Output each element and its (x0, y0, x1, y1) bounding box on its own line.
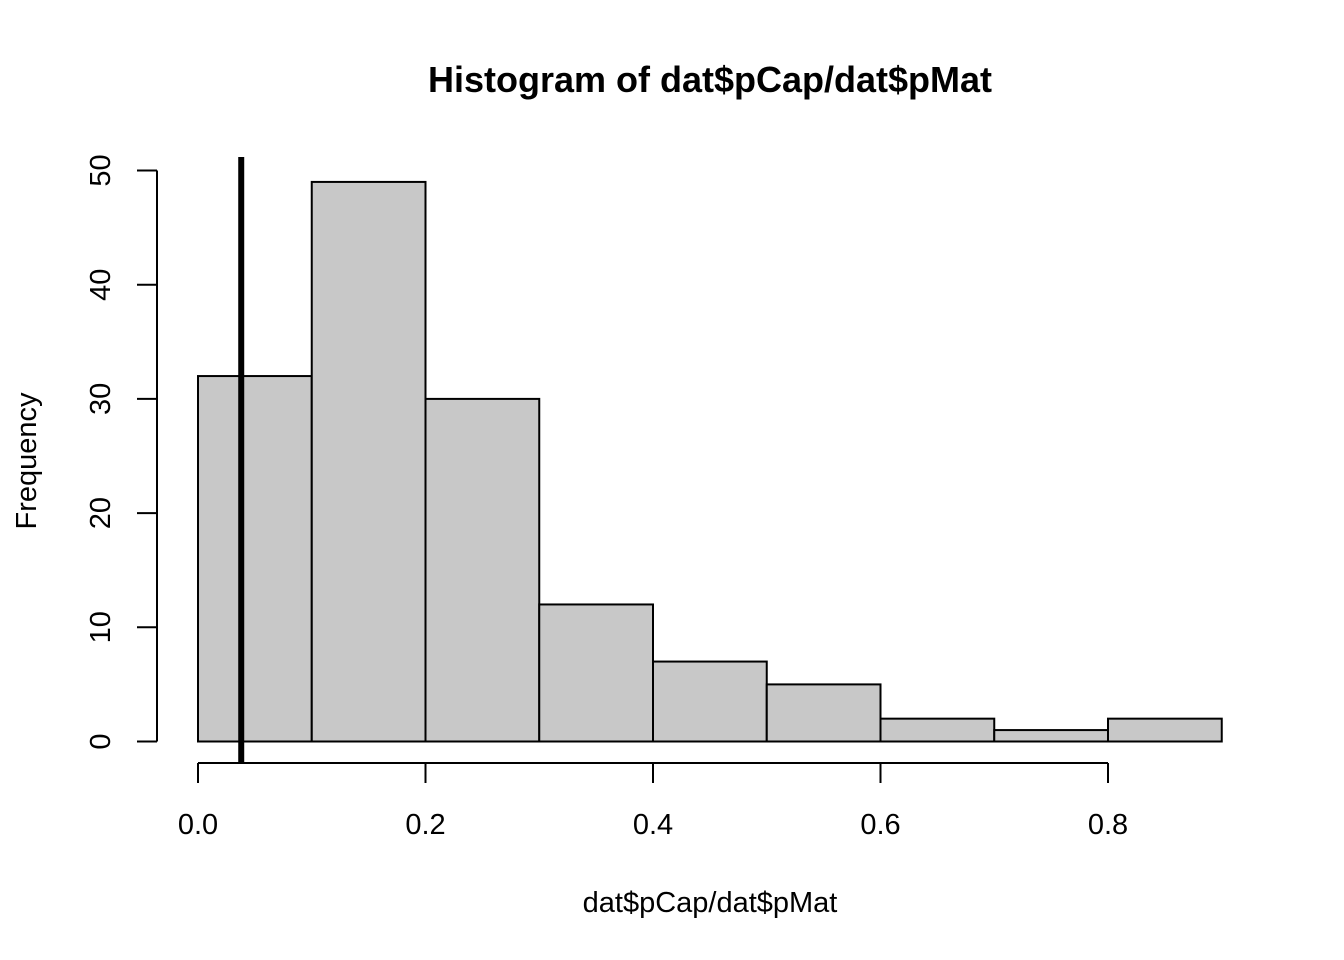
x-axis: 0.0 0.2 0.4 0.6 0.8 (178, 762, 1128, 841)
x-tick-label: 0.2 (405, 809, 445, 841)
histogram-bar (1107, 717, 1223, 743)
histogram-bar (424, 397, 541, 743)
histogram-bar (879, 717, 996, 743)
x-tick-label: 0.8 (1088, 809, 1128, 841)
y-tick-label: 30 (85, 383, 117, 415)
x-tick-label: 0.6 (860, 809, 900, 841)
y-axis: 0 10 20 30 40 50 (85, 154, 158, 750)
y-tick-label: 20 (85, 497, 117, 529)
y-axis-label: Frequency (11, 392, 43, 530)
y-tick-label: 40 (85, 269, 117, 301)
histogram-bar (652, 660, 768, 743)
histogram-bar (310, 180, 427, 743)
histogram-bars (197, 180, 1223, 743)
histogram-bar (197, 375, 313, 743)
histogram-bar (993, 729, 1109, 743)
x-tick-label: 0.0 (178, 809, 218, 841)
y-tick-label: 10 (85, 611, 117, 643)
chart-title: Histogram of dat$pCap/dat$pMat (428, 59, 992, 100)
histogram-bar (538, 603, 654, 743)
x-tick-label: 0.4 (633, 809, 673, 841)
histogram-bar (765, 683, 882, 743)
y-tick-label: 0 (85, 733, 117, 749)
y-tick-label: 50 (85, 154, 117, 186)
x-axis-label: dat$pCap/dat$pMat (583, 887, 838, 919)
